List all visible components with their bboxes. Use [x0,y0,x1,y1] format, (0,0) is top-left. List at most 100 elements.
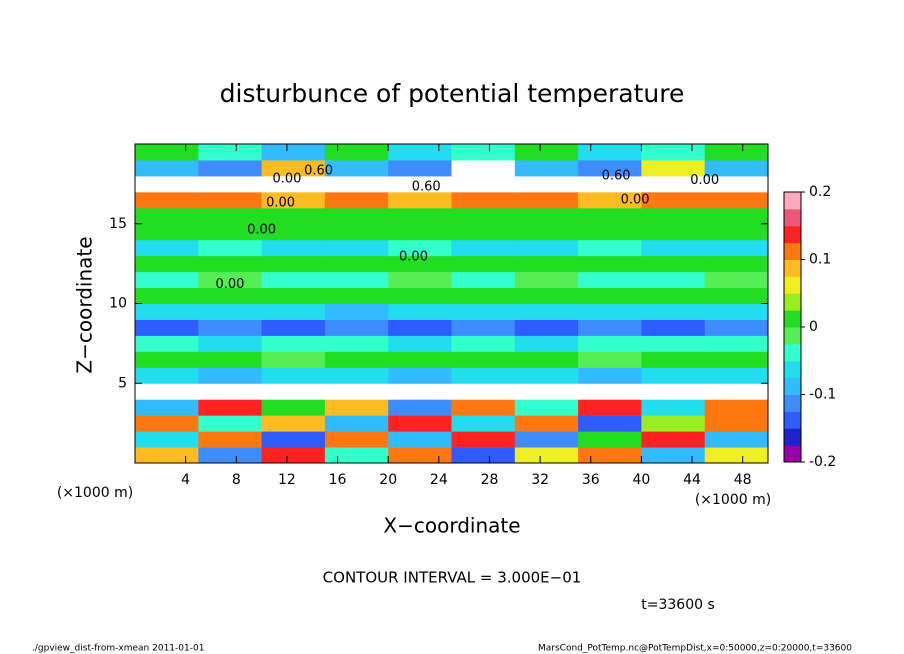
x-tick-label: 48 [734,472,752,488]
contour-label: 0.00 [215,277,244,292]
heat-cell [198,223,263,241]
heat-cell [261,415,326,432]
heat-cell [641,271,706,289]
y-tick-label: 5 [118,375,127,391]
heat-cell [388,175,452,193]
heat-cell [514,287,579,304]
heat-cell [578,239,642,257]
heat-cell [261,335,326,352]
heat-cell [324,223,389,241]
heat-cell [451,175,516,193]
heat-cell [704,159,769,177]
heat-cell [198,271,263,289]
heat-cell [324,367,389,384]
heat-cell [578,303,642,320]
x-tick-label: 40 [632,472,650,488]
heat-cell [261,287,326,304]
heat-cell [704,175,769,193]
heat-cell [198,447,263,464]
contour-label: 0.00 [247,223,276,238]
heat-cell [261,399,326,416]
time-label: t=33600 s [641,597,715,613]
heat-cell [198,255,263,273]
heat-cell [135,223,199,241]
x-unit: (×1000 m) [695,492,771,508]
heat-cell [198,319,263,336]
heat-cell [198,335,263,352]
colorbar-segment [784,327,801,345]
heat-cell [135,367,199,384]
x-tick-label: 4 [181,472,190,488]
heat-cell [388,383,452,400]
y-tick-label: 10 [109,296,127,312]
heat-cell [514,223,579,241]
heat-cell [261,144,326,161]
y-axis-label: Z−coordinate [73,236,97,373]
heat-cell [261,367,326,384]
heat-cell [451,255,516,273]
colorbar-tick-label: 0.1 [809,252,831,268]
footer-right: MarsCond_PotTemp.nc@PotTempDist,x=0:5000… [538,644,852,654]
heat-cell [451,287,516,304]
heat-cell [198,431,263,448]
heat-cell [641,415,706,432]
heat-cell [641,159,706,177]
heat-cell [388,319,452,336]
x-tick-label: 12 [278,472,296,488]
heat-cell [514,335,579,352]
heat-cell [578,144,642,161]
heat-cell [261,351,326,368]
heat-cell [198,415,263,432]
heat-cell [388,415,452,432]
heat-cell [261,431,326,448]
heat-cell [704,335,769,352]
heat-cell [261,319,326,336]
x-tick-label: 36 [582,472,600,488]
heat-cell [388,191,452,209]
colorbar-segment [784,242,801,260]
heat-cell [324,399,389,416]
heat-cell [514,447,579,464]
colorbar-segment [784,394,801,412]
heat-cell [704,415,769,432]
heat-cell [641,447,706,464]
heat-cell [324,239,389,257]
heat-cell [324,175,389,193]
heat-cell [704,431,769,448]
contour-label: 0.60 [304,164,333,179]
heat-cell [641,367,706,384]
heat-cell [641,335,706,352]
heat-cell [514,175,579,193]
heat-cell [514,319,579,336]
heat-cell [135,207,199,225]
colorbar-tick-label: 0 [809,319,818,335]
heat-cell [135,415,199,432]
heat-cell [514,351,579,368]
heat-cell [641,319,706,336]
heat-cell [578,335,642,352]
heat-cell [388,239,452,257]
heat-cell [388,335,452,352]
heat-cell [451,239,516,257]
heat-cell [324,319,389,336]
heat-cell [388,255,452,273]
heat-cell [514,159,579,177]
x-tick-label: 32 [531,472,549,488]
heat-cell [514,415,579,432]
heat-cell [135,287,199,304]
colorbar-segment [784,293,801,311]
contour-label: 0.60 [602,168,631,183]
heat-cell [261,207,326,225]
colorbar-segment [784,428,801,446]
heat-cell [704,239,769,257]
contour-label: 0.00 [621,192,650,207]
heat-cell [641,383,706,400]
contour-label: 0.00 [272,172,301,187]
heat-cell [578,431,642,448]
heat-cell [198,399,263,416]
heat-cell [261,303,326,320]
heat-cell [388,447,452,464]
heat-cell [641,175,706,193]
heat-cell [324,431,389,448]
